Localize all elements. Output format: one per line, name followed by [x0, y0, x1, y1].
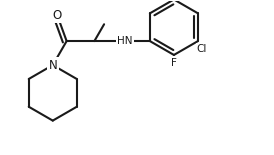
Text: Cl: Cl	[197, 44, 207, 54]
Text: N: N	[48, 59, 57, 72]
Text: HN: HN	[117, 36, 133, 46]
Text: F: F	[171, 58, 177, 68]
Text: O: O	[53, 9, 62, 22]
